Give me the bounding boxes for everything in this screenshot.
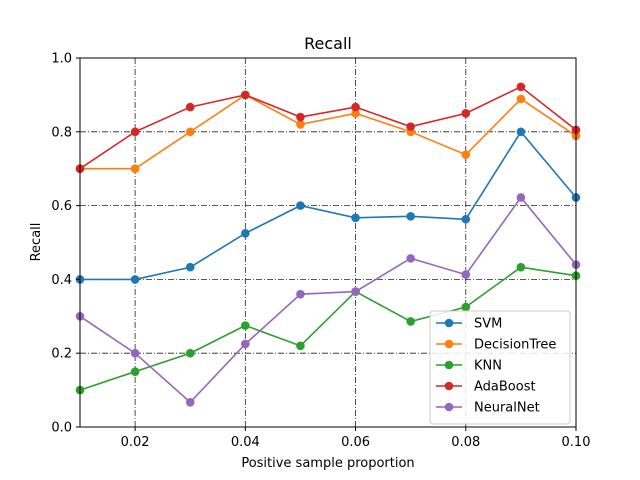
- data-point-neuralnet: [296, 289, 305, 299]
- chart-title: Recall: [304, 34, 352, 53]
- legend-marker-neuralnet: [444, 402, 454, 412]
- x-tick-label: 0.10: [562, 435, 591, 450]
- x-tick-label: 0.04: [231, 435, 260, 450]
- legend-marker-knn: [444, 360, 454, 370]
- legend-label-adaboost: AdaBoost: [474, 380, 536, 395]
- data-point-neuralnet: [241, 339, 250, 349]
- data-point-adaboost: [516, 82, 526, 92]
- data-point-knn: [185, 348, 195, 358]
- data-point-knn: [130, 367, 140, 376]
- data-point-svm: [406, 212, 415, 221]
- data-point-knn: [241, 321, 250, 330]
- series-line-svm: [80, 130, 577, 281]
- data-point-svm: [241, 228, 250, 238]
- data-point-neuralnet: [406, 254, 415, 263]
- data-point-knn: [406, 317, 415, 326]
- legend: SVM DecisionTree KNN AdaBoost NeuralNet: [429, 310, 571, 425]
- data-point-neuralnet: [130, 348, 140, 358]
- data-point-knn: [461, 302, 471, 312]
- data-point-neuralnet: [185, 397, 195, 407]
- y-axis-label: Recall: [29, 223, 44, 262]
- plot-frame: [79, 57, 577, 428]
- legend-marker-adaboost: [444, 381, 454, 391]
- data-point-adaboost: [351, 102, 360, 112]
- data-point-decisiontree: [296, 120, 305, 129]
- legend-marker-svm: [444, 318, 454, 328]
- data-point-neuralnet: [516, 193, 526, 202]
- data-point-adaboost: [130, 127, 140, 137]
- series-line-adaboost: [79, 85, 577, 170]
- legend-label-decisiontree: DecisionTree: [474, 338, 556, 353]
- data-point-neuralnet: [351, 287, 360, 296]
- legend-label-neuralnet: NeuralNet: [474, 401, 540, 416]
- x-tick-label: 0.08: [451, 435, 480, 450]
- y-tick-label: 0.0: [51, 421, 72, 436]
- series-line-decisiontree: [80, 93, 577, 170]
- data-point-svm: [461, 214, 471, 224]
- data-point-knn: [296, 341, 305, 351]
- y-tick-label: 0.6: [51, 199, 72, 214]
- series-line-neuralnet: [79, 196, 577, 404]
- data-point-decisiontree: [461, 150, 471, 159]
- y-tick-label: 1.0: [51, 52, 72, 67]
- y-tick-label: 0.4: [51, 273, 72, 288]
- data-point-svm: [351, 213, 360, 223]
- y-tick-label: 0.8: [51, 125, 72, 140]
- legend-label-svm: SVM: [474, 317, 502, 332]
- data-point-svm: [185, 262, 195, 272]
- data-point-svm: [130, 275, 140, 284]
- data-point-adaboost: [241, 90, 250, 100]
- data-point-decisiontree: [185, 127, 195, 137]
- x-tick-label: 0.02: [121, 435, 150, 450]
- data-point-adaboost: [185, 102, 195, 112]
- data-point-adaboost: [406, 122, 415, 131]
- legend-label-knn: KNN: [474, 359, 502, 374]
- data-point-neuralnet: [461, 270, 471, 279]
- data-point-decisiontree: [516, 94, 526, 104]
- data-point-adaboost: [296, 112, 305, 122]
- data-point-decisiontree: [351, 109, 360, 118]
- legend-marker-decisiontree: [444, 339, 454, 349]
- data-point-svm: [296, 201, 305, 210]
- axis-ticks: 0.02 0.04 0.06 0.08 0.10 0.0 0.2 0.4 0.6 0.8 1.0: [51, 52, 590, 451]
- x-axis-label: Positive sample proportion: [241, 456, 414, 471]
- y-tick-label: 0.2: [51, 347, 72, 362]
- data-point-svm: [516, 127, 526, 137]
- data-point-adaboost: [461, 109, 471, 118]
- x-tick-label: 0.06: [341, 435, 370, 450]
- series-layer: [75, 82, 581, 407]
- data-point-knn: [516, 262, 526, 272]
- legend-box: [429, 310, 571, 425]
- series-line-knn: [79, 266, 577, 391]
- data-point-decisiontree: [130, 164, 140, 173]
